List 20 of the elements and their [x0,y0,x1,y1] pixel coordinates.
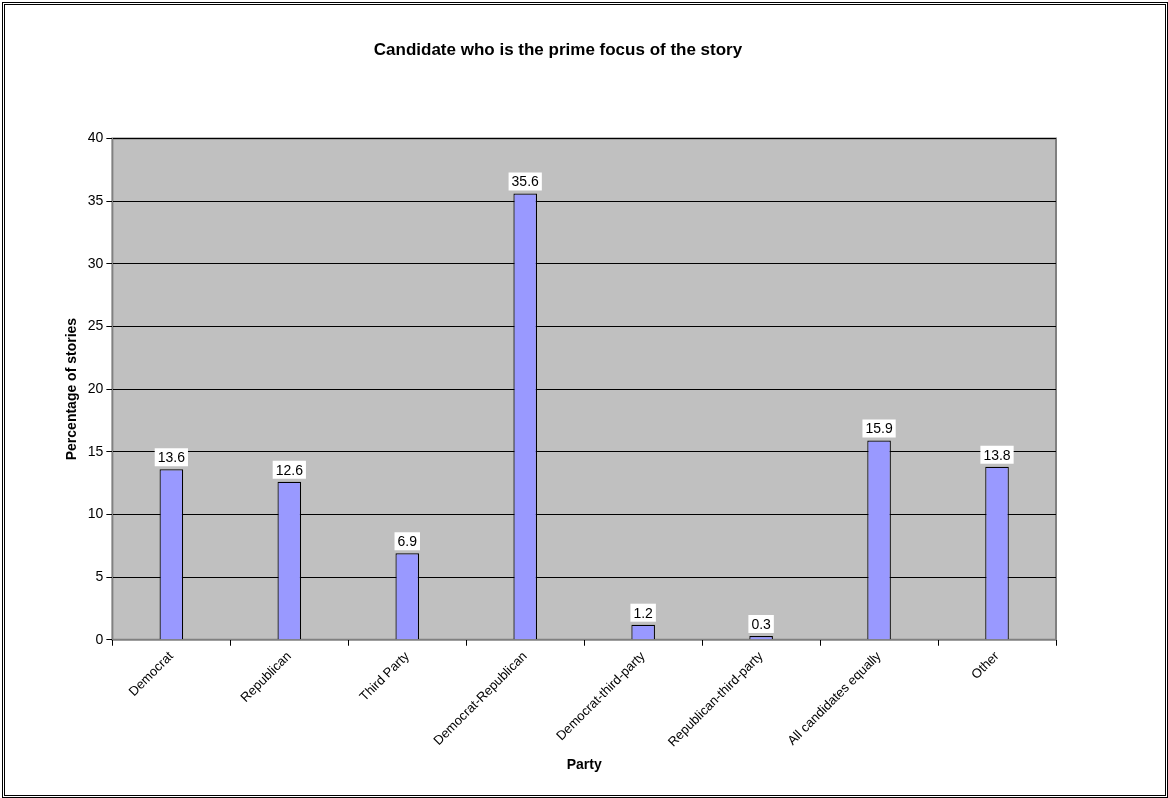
data-label: 1.2 [633,604,654,621]
x-axis-title: Party [566,756,602,773]
chart-title: Candidate who is the prime focus of the story [373,39,743,59]
y-tick-label: 40 [87,129,104,146]
data-label: 13.6 [157,449,186,466]
data-label: 15.9 [865,420,893,437]
y-tick-label: 25 [87,317,104,334]
data-label: 13.8 [983,446,1011,463]
y-tick-label: 35 [87,191,104,208]
data-label: 0.3 [751,615,772,632]
data-label: 6.9 [397,533,418,550]
y-axis-title: Percentage of stories [63,317,80,461]
data-label: 35.6 [511,173,540,190]
y-tick-label: 5 [95,567,104,584]
y-tick-label: 30 [87,254,104,271]
y-tick-label: 0 [95,630,104,647]
y-tick-label: 20 [87,379,104,396]
y-tick-label: 10 [87,505,104,522]
y-tick-label: 15 [87,442,104,459]
data-label: 12.6 [275,461,304,478]
